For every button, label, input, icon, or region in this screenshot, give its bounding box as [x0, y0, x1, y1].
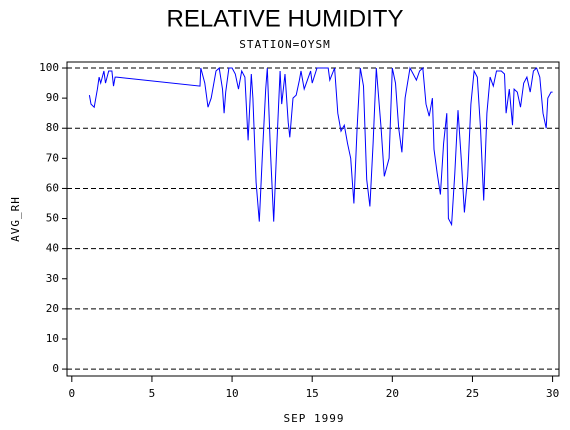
- y-tick-label: 70: [46, 151, 59, 164]
- y-tick-label: 40: [46, 242, 59, 255]
- x-tick-label: 10: [225, 387, 238, 400]
- y-tick-label: 60: [46, 181, 59, 194]
- y-tick-label: 100: [39, 61, 59, 74]
- x-tick-label: 15: [306, 387, 319, 400]
- y-tick-label: 20: [46, 302, 59, 315]
- y-tick-label: 90: [46, 91, 59, 104]
- x-tick-label: 25: [466, 387, 479, 400]
- chart-subtitle: STATION=OYSM: [239, 38, 330, 51]
- plot-frame: [66, 61, 560, 377]
- y-tick-label: 30: [46, 272, 59, 285]
- x-tick-label: 0: [68, 387, 75, 400]
- data-line: [88, 66, 553, 227]
- y-tick-label: 0: [52, 362, 59, 375]
- x-tick-label: 5: [149, 387, 156, 400]
- x-tick-label: 20: [386, 387, 399, 400]
- y-tick-label: 50: [46, 212, 59, 225]
- y-axis-label: AVG_RH: [9, 196, 22, 242]
- y-tick-label: 80: [46, 121, 59, 134]
- x-axis-label: SEP 1999: [284, 412, 345, 425]
- chart-title: RELATIVE HUMIDITY: [167, 5, 404, 32]
- x-tick-label: 30: [546, 387, 559, 400]
- y-tick-label: 10: [46, 332, 59, 345]
